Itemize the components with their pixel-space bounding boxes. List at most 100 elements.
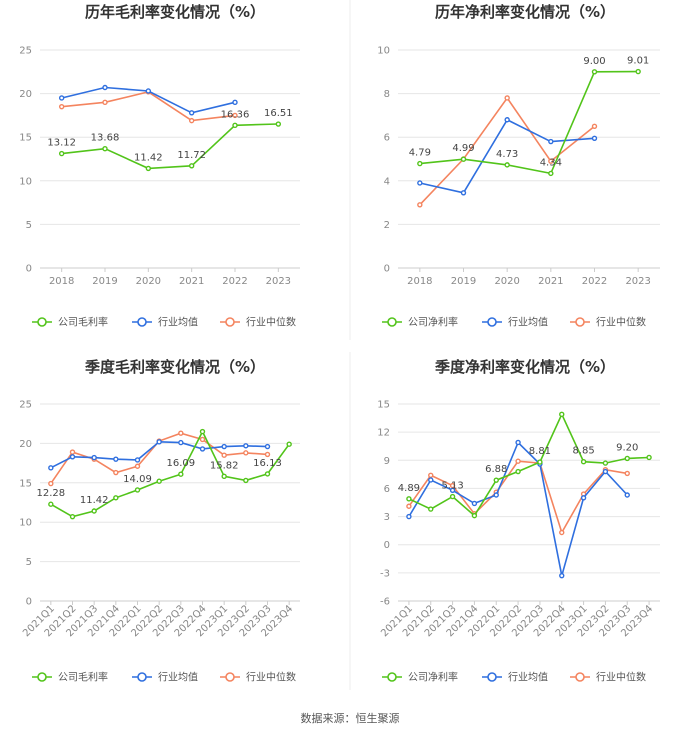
- data-point-median: [58, 103, 65, 110]
- data-point-avg: [232, 99, 238, 106]
- data-point-avg: [188, 110, 195, 116]
- legend-item-company: 公司净利率: [382, 671, 458, 684]
- legend-item-median: 行业中位数: [570, 671, 646, 684]
- legend-label: 行业均值: [158, 316, 198, 329]
- y-tick-label: -3: [380, 568, 390, 579]
- x-tick-label: 2020: [136, 276, 161, 287]
- data-point-avg: [471, 500, 478, 507]
- y-tick-label: 2: [384, 220, 390, 231]
- data-label: 5.13: [441, 481, 463, 492]
- data-label: 9.20: [616, 442, 638, 453]
- data-point-company: [493, 477, 499, 483]
- legend-marker: [487, 317, 497, 327]
- data-point-avg: [580, 495, 587, 501]
- x-tick-label: 2019: [451, 276, 476, 287]
- data-point-median: [406, 503, 412, 509]
- legend-marker: [225, 317, 235, 327]
- y-tick-label: 4: [384, 176, 390, 187]
- data-point-median: [559, 529, 565, 536]
- data-point-avg: [264, 443, 271, 450]
- data-label: 4.99: [452, 143, 474, 154]
- data-point-avg: [449, 487, 456, 494]
- data-label: 13.68: [91, 133, 120, 144]
- data-point-company: [232, 122, 238, 129]
- data-point-avg: [69, 454, 76, 460]
- y-tick-label: 0: [384, 264, 390, 275]
- data-point-company: [635, 68, 641, 75]
- data-point-avg: [58, 95, 65, 101]
- chart-annual-gross: 历年毛利率变化情况（%） 0 5 10 15 20 25 2018 2019 2020 2021 20…: [19, 3, 300, 329]
- data-point-avg: [417, 180, 423, 186]
- legend-item-avg: 行业均值: [482, 316, 548, 329]
- legend-item-company: 公司毛利率: [32, 671, 108, 684]
- data-label: 16.13: [253, 458, 282, 469]
- y-tick-label: 15: [377, 400, 390, 411]
- data-point-avg: [406, 513, 412, 520]
- data-point-median: [243, 450, 249, 456]
- data-point-avg: [48, 465, 54, 471]
- data-point-company: [624, 455, 630, 462]
- data-point-company: [646, 454, 652, 461]
- y-tick-label: 6: [384, 133, 390, 144]
- data-point-median: [504, 95, 510, 101]
- data-point-avg: [134, 457, 141, 463]
- y-tick-label: 20: [19, 89, 32, 100]
- legend-item-avg: 行业均值: [482, 671, 548, 684]
- y-tick-label: 15: [19, 478, 32, 489]
- chart-title: 历年毛利率变化情况（%）: [85, 3, 265, 21]
- x-tick-label: 2021: [179, 276, 204, 287]
- data-label: 13.12: [47, 138, 76, 149]
- x-tick-label: 2021: [538, 276, 563, 287]
- data-point-avg: [178, 439, 184, 446]
- data-point-company: [188, 163, 195, 169]
- chart-annual-net: 历年净利率变化情况（%） 0 2 4 6 8 10 2018 2019 2020 2021 2022 2…: [377, 3, 660, 329]
- data-point-company: [504, 162, 510, 168]
- legend-item-median: 行业中位数: [220, 671, 296, 684]
- legend-marker: [137, 672, 147, 682]
- data-point-company: [243, 477, 249, 484]
- data-point-median: [591, 123, 598, 130]
- series-line-company: [61, 123, 279, 170]
- data-point-avg: [145, 88, 152, 94]
- legend-marker: [387, 317, 397, 327]
- legend-label: 行业中位数: [246, 316, 296, 329]
- legend-label: 公司毛利率: [58, 316, 108, 329]
- data-label: 9.00: [583, 56, 605, 67]
- data-point-avg: [504, 117, 510, 123]
- data-point-company: [134, 487, 141, 493]
- chart-quarterly-net: 季度净利率变化情况（%）-6-3036912152021Q12021Q22021…: [377, 358, 660, 684]
- data-point-company: [91, 508, 97, 514]
- y-tick-label: 0: [384, 540, 390, 551]
- legend-label: 行业均值: [508, 671, 548, 684]
- data-label: 15.82: [210, 460, 239, 471]
- chart-title: 季度净利率变化情况（%）: [435, 358, 615, 376]
- data-label: 16.51: [264, 108, 293, 119]
- data-point-median: [428, 472, 434, 478]
- series-line-company: [408, 412, 650, 517]
- chart-quarterly-gross: 季度毛利率变化情况（%）05101520252021Q12021Q22021Q3…: [19, 358, 300, 684]
- y-tick-label: 9: [384, 456, 390, 467]
- y-tick-label: 10: [19, 518, 32, 529]
- y-tick-label: -6: [380, 597, 390, 608]
- data-point-company: [275, 121, 282, 127]
- data-label: 11.42: [134, 152, 163, 163]
- legend-item-median: 行业中位数: [570, 316, 646, 329]
- y-tick-label: 12: [377, 428, 390, 439]
- data-point-company: [406, 496, 412, 502]
- series-line-company: [419, 70, 639, 175]
- y-tick-label: 0: [26, 597, 32, 608]
- data-label: 8.85: [572, 446, 594, 457]
- data-point-median: [199, 436, 206, 443]
- data-point-company: [102, 146, 108, 152]
- data-label: 4.73: [496, 149, 518, 160]
- legend-item-median: 行业中位数: [220, 316, 296, 329]
- data-label: 4.34: [540, 157, 562, 168]
- data-point-company: [221, 473, 227, 480]
- y-tick-label: 0: [26, 264, 32, 275]
- data-point-avg: [102, 84, 108, 91]
- data-label: 12.28: [37, 488, 66, 499]
- y-tick-label: 10: [377, 46, 390, 57]
- data-point-median: [113, 469, 119, 476]
- legend-item-avg: 行业均值: [132, 316, 198, 329]
